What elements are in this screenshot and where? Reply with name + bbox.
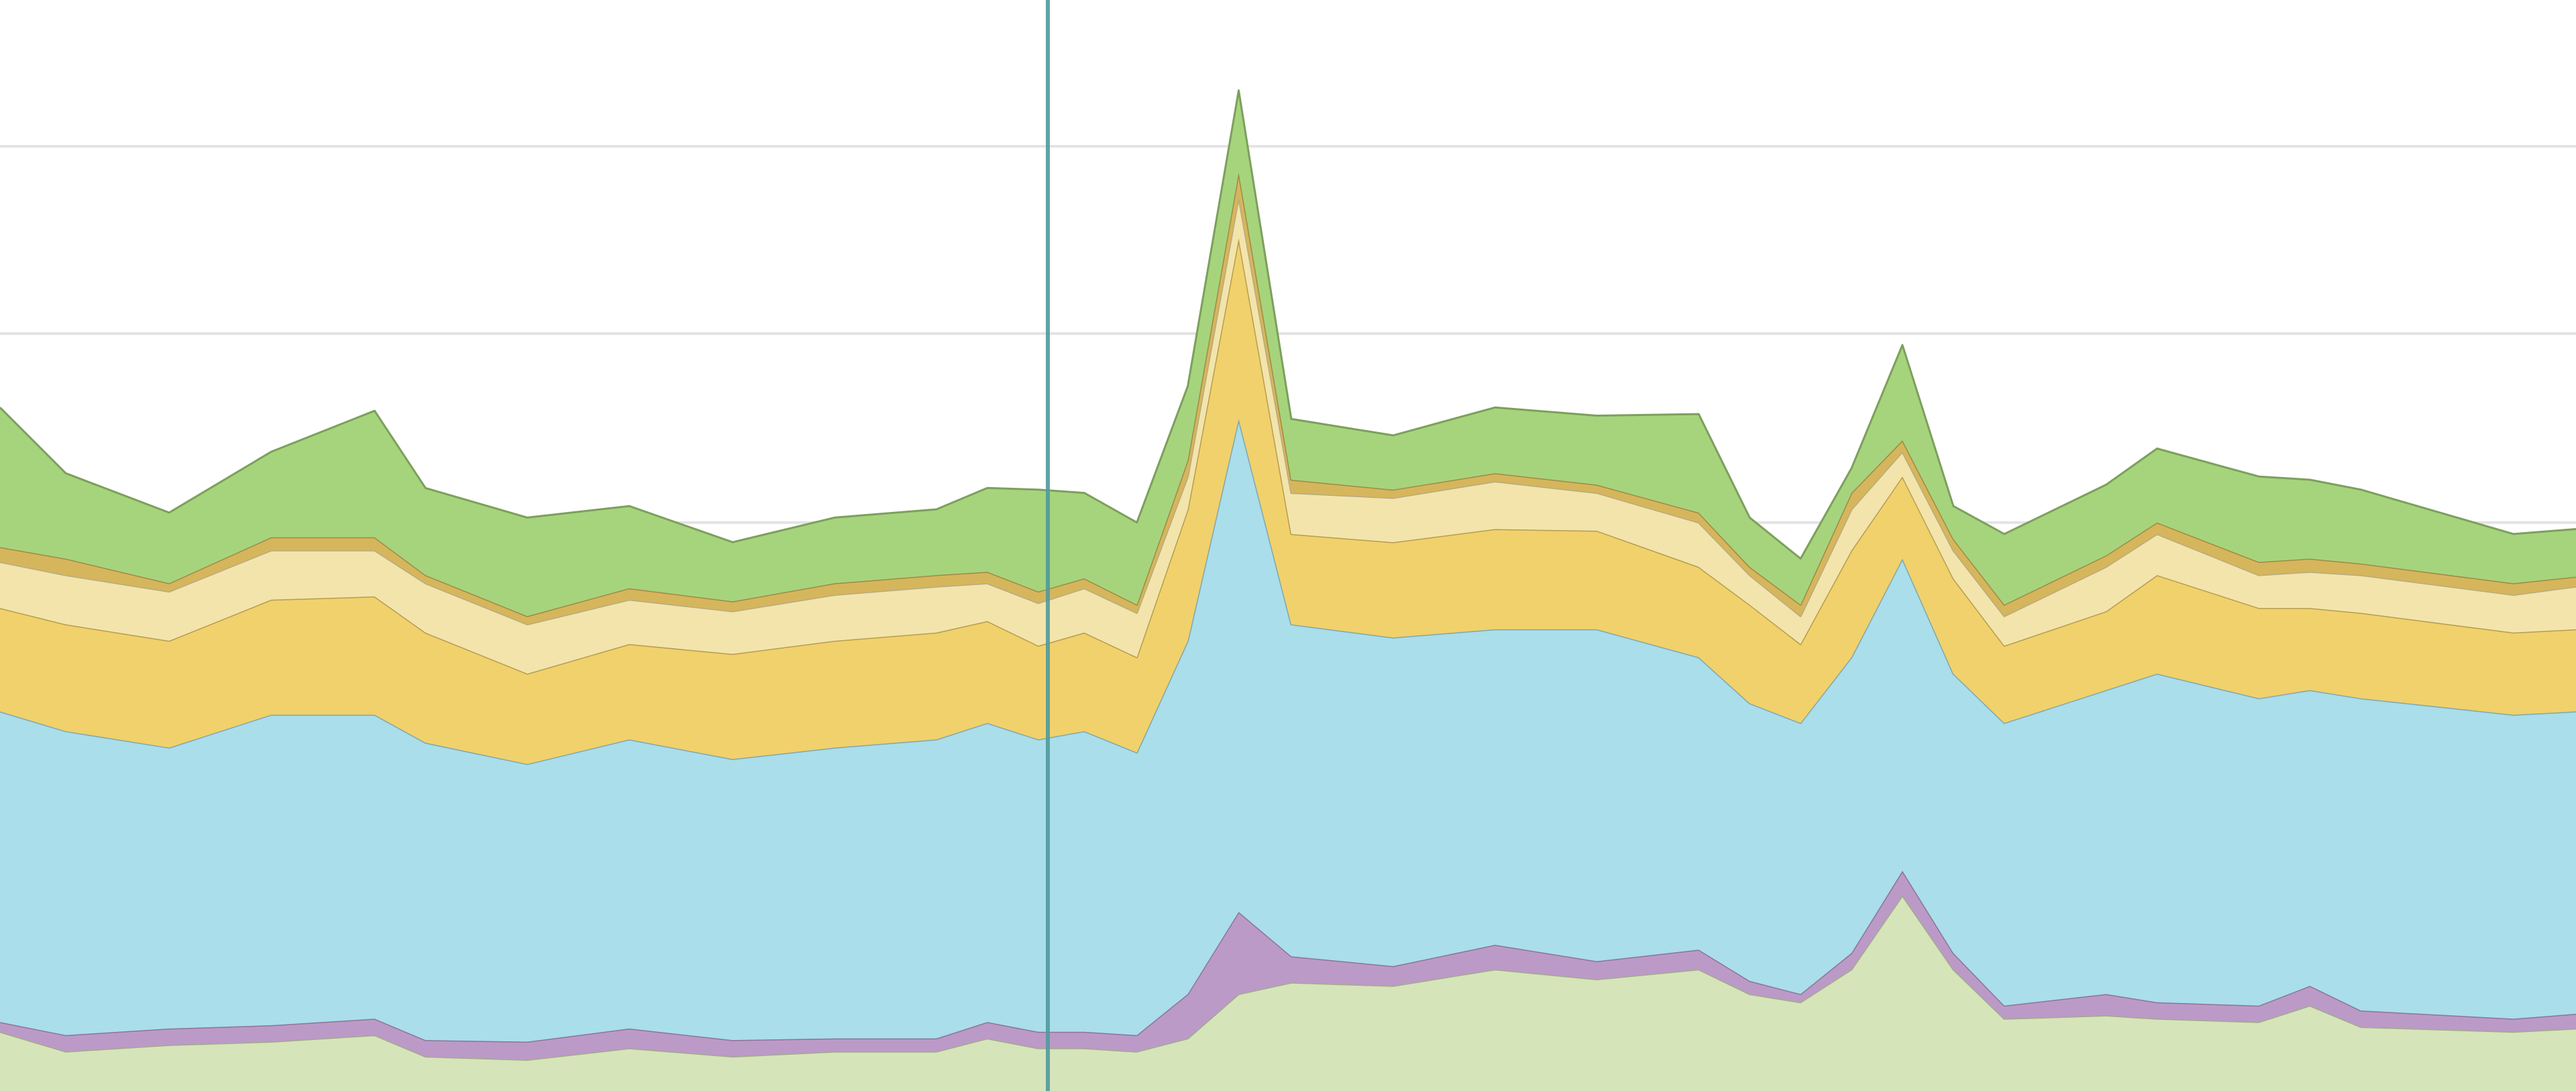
area-fill <box>0 238 2576 764</box>
area-fill <box>0 419 2576 1042</box>
area-fill <box>0 870 2576 1060</box>
area-fill <box>0 90 2576 617</box>
area-edge <box>0 89 2576 560</box>
area-fill <box>0 895 2576 1091</box>
areas <box>0 89 2576 1091</box>
